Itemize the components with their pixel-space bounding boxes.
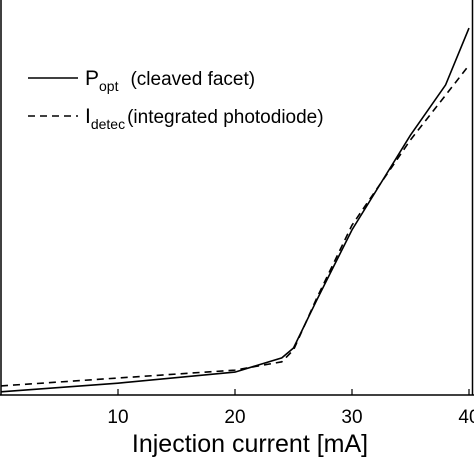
series-line <box>0 64 470 387</box>
x-tick-label: 10 <box>107 407 128 428</box>
x-tick-label: 30 <box>341 407 362 428</box>
legend-subscript: detec <box>91 116 125 132</box>
x-tick-label: 40 <box>458 407 474 428</box>
legend-label: Idetec (integrated photodiode) <box>85 105 324 132</box>
legend-label: Popt (cleaved facet) <box>85 67 255 94</box>
x-tick-label: 20 <box>224 407 245 428</box>
x-axis-label: Injection current [mA] <box>132 430 368 458</box>
legend-name: P <box>85 67 99 90</box>
legend-description: (integrated photodiode) <box>127 107 323 128</box>
legend-subscript: opt <box>99 78 119 94</box>
legend-description: (cleaved facet) <box>130 69 255 90</box>
legend-name: I <box>85 105 91 128</box>
